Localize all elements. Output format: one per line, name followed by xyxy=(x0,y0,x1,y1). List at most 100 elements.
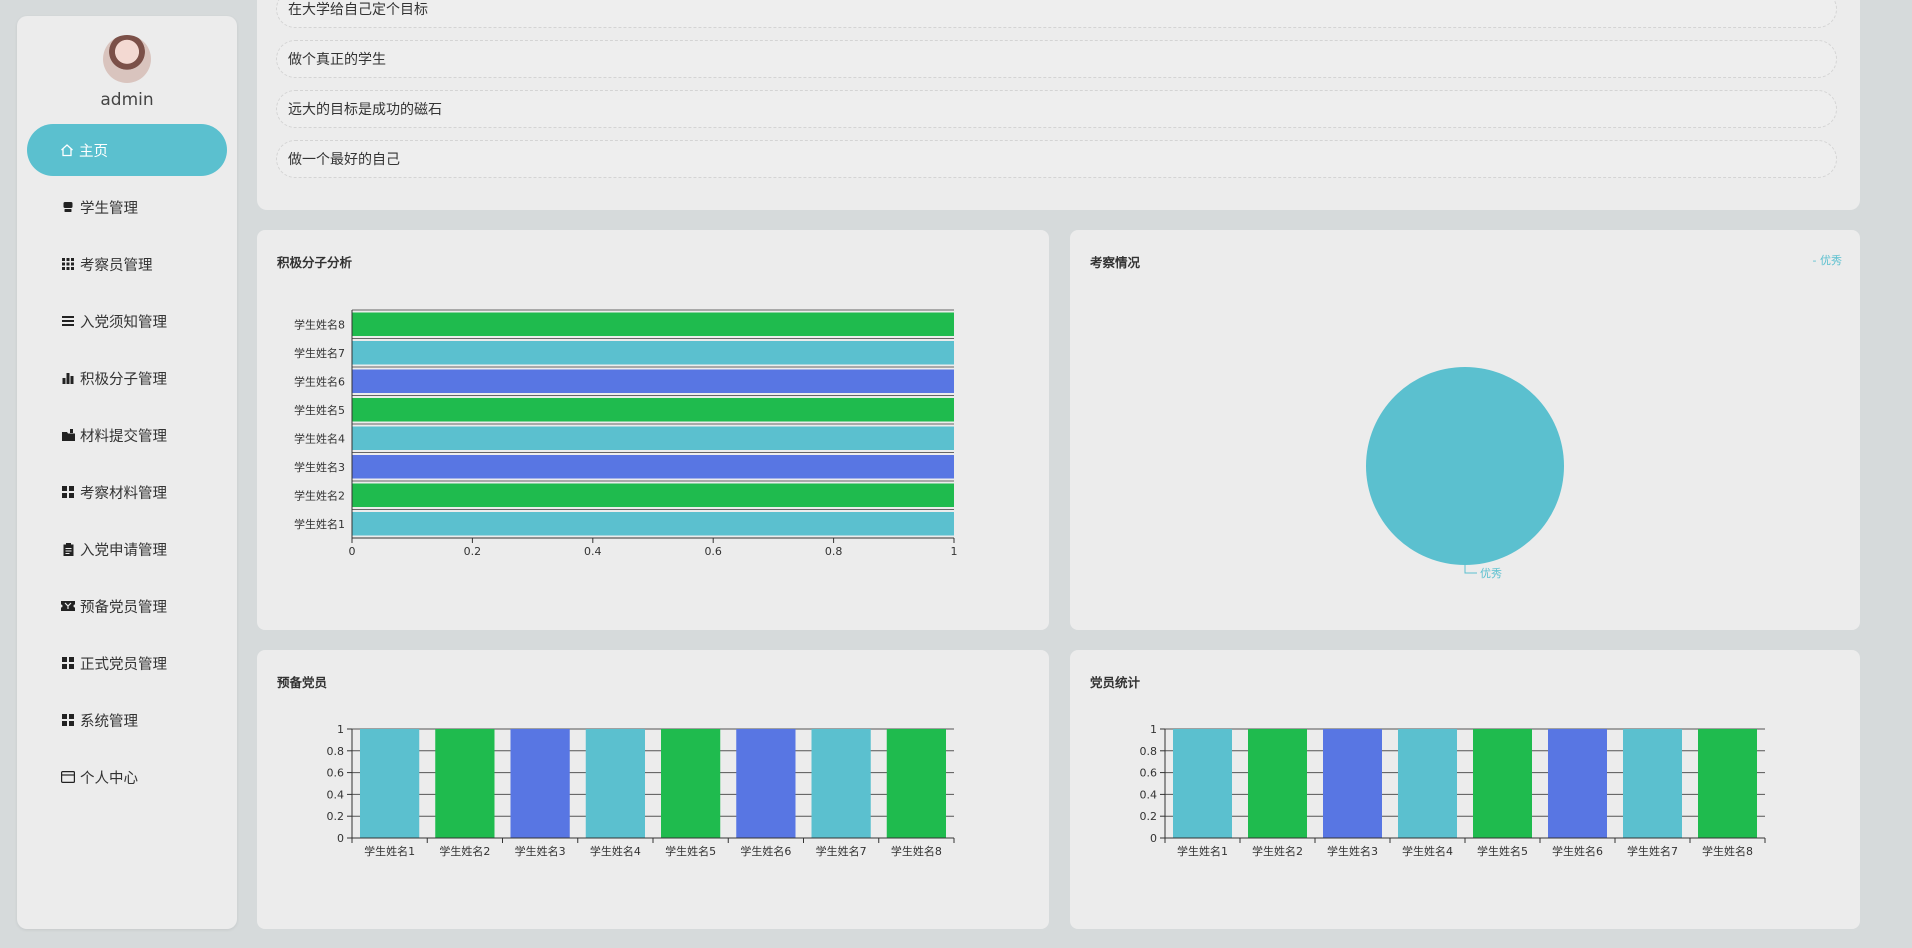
bar xyxy=(352,312,954,336)
y-tick-label: 1 xyxy=(337,723,344,736)
y-tick-label: 0.6 xyxy=(1140,767,1158,780)
clipboard-icon xyxy=(61,542,75,556)
bar xyxy=(352,426,954,450)
x-tick-label: 学生姓名3 xyxy=(515,844,566,858)
grid-icon xyxy=(61,713,75,727)
y-tick-label: 0.2 xyxy=(1140,810,1158,823)
y-tick-label: 学生姓名5 xyxy=(294,403,345,417)
profile-icon xyxy=(61,770,75,784)
y-tick-label: 0 xyxy=(1150,832,1157,845)
x-tick-label: 学生姓名1 xyxy=(1177,844,1228,858)
sidebar-item-inspection-materials[interactable]: 考察材料管理 xyxy=(27,466,227,518)
sidebar-item-materials[interactable]: 材料提交管理 xyxy=(27,409,227,461)
activist-bar-chart: 学生姓名1 学生姓名2 学生姓名3 学生姓名4 学生姓名5 学生姓名6 学生姓名7 学生姓名8… xyxy=(294,309,958,558)
bar xyxy=(1548,729,1607,838)
sidebar-item-label: 积极分子管理 xyxy=(80,371,167,388)
y-tick-label: 学生姓名8 xyxy=(294,317,345,331)
avatar[interactable] xyxy=(103,35,151,83)
x-tick-label: 学生姓名5 xyxy=(665,844,716,858)
bar xyxy=(352,483,954,507)
bar xyxy=(1698,729,1757,838)
sidebar-item-label: 考察员管理 xyxy=(80,257,153,274)
sidebar-item-official-members[interactable]: 正式党员管理 xyxy=(27,637,227,689)
x-tick-label: 学生姓名4 xyxy=(1402,844,1453,858)
nav-menu: 主页 学生管理 考察员管理 入党须知管理 积极分子管理 材料提交管理 考察材料管… xyxy=(27,124,227,808)
bar xyxy=(510,729,570,838)
sidebar-item-system[interactable]: 系统管理 xyxy=(27,694,227,746)
inspection-pie-chart: 优秀 xyxy=(1366,367,1564,580)
x-tick-label: 学生姓名7 xyxy=(1627,844,1678,858)
x-tick-label: 学生姓名8 xyxy=(891,844,942,858)
sidebar-item-notice[interactable]: 入党须知管理 xyxy=(27,295,227,347)
grid-icon xyxy=(61,656,75,670)
x-tick-label: 学生姓名3 xyxy=(1327,844,1378,858)
user-icon xyxy=(61,200,75,214)
sidebar-item-label: 主页 xyxy=(79,143,108,160)
bar xyxy=(661,729,721,838)
sidebar-item-home[interactable]: 主页 xyxy=(27,124,227,176)
inspection-card: 考察情况 - 优秀 优秀 xyxy=(1070,230,1860,630)
sidebar-item-profile[interactable]: 个人中心 xyxy=(27,751,227,803)
goal-item: 在大学给自己定个目标 xyxy=(276,0,1837,28)
y-tick-label: 0.4 xyxy=(327,788,345,801)
goal-item: 做一个最好的自己 xyxy=(276,140,1837,178)
x-tick-label: 学生姓名7 xyxy=(816,844,867,858)
x-tick-label: 1 xyxy=(951,545,958,558)
card-title: 考察情况 xyxy=(1090,255,1141,270)
x-tick-label: 学生姓名4 xyxy=(590,844,641,858)
bar xyxy=(886,729,946,838)
sidebar-item-applications[interactable]: 入党申请管理 xyxy=(27,523,227,575)
username: admin xyxy=(100,90,154,110)
sidebar-item-label: 考察材料管理 xyxy=(80,485,167,502)
sidebar-item-probationary[interactable]: 预备党员管理 xyxy=(27,580,227,632)
list-icon xyxy=(61,314,75,328)
bar xyxy=(1248,729,1307,838)
home-icon xyxy=(60,143,74,157)
x-tick-label: 学生姓名2 xyxy=(1252,844,1303,858)
pie-legend[interactable]: - 优秀 xyxy=(1812,254,1842,267)
activist-analysis-card: 积极分子分析 学生姓名1 学生姓名2 学生姓名3 学生姓名4 学生姓名5 学生姓名6 学生姓… xyxy=(257,230,1049,630)
sidebar-item-students[interactable]: 学生管理 xyxy=(27,181,227,233)
y-tick-label: 0.2 xyxy=(327,810,345,823)
bar xyxy=(352,455,954,479)
x-tick-label: 0.8 xyxy=(825,545,843,558)
probationary-bar-chart: 0 0.2 0.4 0.6 0.8 1 学生姓名1 学生姓名2 学生姓名3 学生姓名4 学生姓名5 学… xyxy=(327,723,955,858)
sidebar-item-label: 系统管理 xyxy=(80,713,138,730)
bar-chart-icon xyxy=(61,371,75,385)
card-title: 积极分子分析 xyxy=(277,255,353,270)
ticket-icon xyxy=(61,599,75,613)
pie-slice xyxy=(1366,367,1564,565)
y-tick-label: 学生姓名1 xyxy=(294,517,345,531)
bar xyxy=(1398,729,1457,838)
x-tick-label: 学生姓名1 xyxy=(364,844,415,858)
y-tick-label: 0.6 xyxy=(327,767,345,780)
y-tick-label: 0.8 xyxy=(327,745,345,758)
bar xyxy=(1473,729,1532,838)
bar xyxy=(1173,729,1232,838)
y-tick-label: 学生姓名6 xyxy=(294,374,345,388)
y-tick-label: 0.8 xyxy=(1140,745,1158,758)
bar xyxy=(811,729,871,838)
x-tick-label: 学生姓名2 xyxy=(439,844,490,858)
x-tick-label: 学生姓名5 xyxy=(1477,844,1528,858)
probationary-card: 预备党员 0 0.2 0.4 0.6 0.8 1 学生姓名1 学生姓名2 学生姓名3 学生姓名4 学… xyxy=(257,650,1049,929)
sidebar-item-label: 预备党员管理 xyxy=(80,599,167,616)
bar xyxy=(352,341,954,365)
y-tick-label: 学生姓名4 xyxy=(294,431,345,445)
sidebar-item-activists[interactable]: 积极分子管理 xyxy=(27,352,227,404)
sidebar-item-label: 入党须知管理 xyxy=(80,314,167,331)
bar xyxy=(736,729,796,838)
members-bar-chart: 0 0.2 0.4 0.6 0.8 1 学生姓名1 学生姓名2 学生姓名3 学生姓名4 学生姓名5 学… xyxy=(1140,723,1766,858)
x-tick-label: 0.4 xyxy=(584,545,602,558)
folder-icon xyxy=(61,428,75,442)
card-title: 党员统计 xyxy=(1090,675,1141,690)
card-title: 预备党员 xyxy=(277,675,328,690)
x-tick-label: 0.6 xyxy=(704,545,722,558)
y-tick-label: 学生姓名7 xyxy=(294,346,345,360)
sidebar-item-label: 个人中心 xyxy=(80,770,138,787)
y-tick-label: 学生姓名2 xyxy=(294,488,345,502)
sidebar-item-inspectors[interactable]: 考察员管理 xyxy=(27,238,227,290)
x-tick-label: 0 xyxy=(349,545,356,558)
bar xyxy=(352,398,954,422)
grid-icon xyxy=(61,485,75,499)
